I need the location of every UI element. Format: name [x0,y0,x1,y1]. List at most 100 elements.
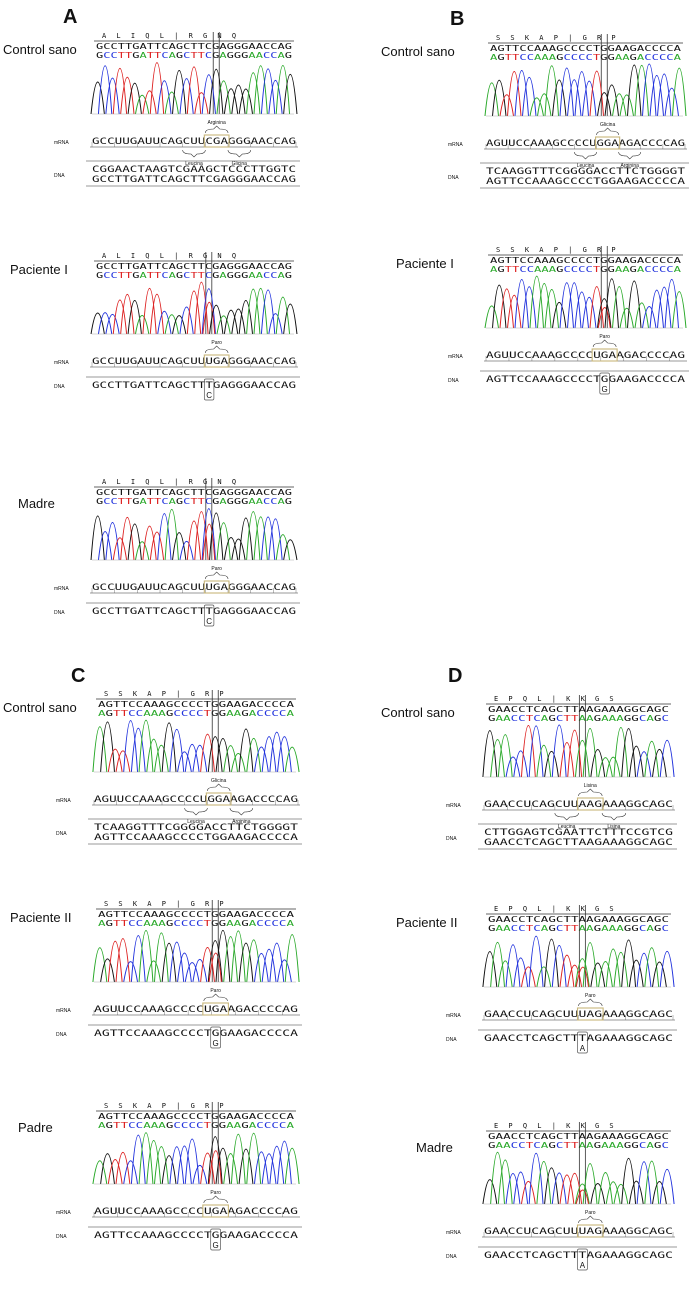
peak-A [230,930,246,983]
peak-A [134,94,150,115]
peak-T [186,520,202,561]
chromatogram [92,719,300,773]
peak-G [621,939,637,988]
peak-C [514,69,529,117]
peak-T [107,1159,123,1185]
peak-C [513,1171,529,1205]
codon-annotation-below: Arginina [621,163,640,169]
peak-C [636,1161,652,1205]
sample-label: Paciente I [396,256,454,271]
peak-A [92,947,108,983]
peak-T [112,67,128,115]
dna-label: DNA [54,384,65,390]
peak-T [200,733,215,773]
peak-G [209,304,224,335]
codon-annotation: Glicina [600,122,616,128]
peak-A [153,745,169,773]
peak-G [482,951,498,988]
peak-C [261,1153,277,1185]
peak-A [92,1160,108,1185]
peak-C [169,1146,185,1185]
peak-C [551,724,567,778]
peak-T [520,966,536,988]
chromatogram [482,935,675,988]
dna-sequence-1: CGGAACTAAGTCGAAGCTCCCTTGGTC [92,165,296,175]
dna-sequence-1: GAACCTCAGCTTTAGAAAGGCAGC [484,1034,673,1044]
codon-annotation-below: Arginina [232,819,251,825]
codon-annotation: Glicina [211,778,227,784]
peak-G [127,300,142,335]
codon-box [205,792,232,806]
codon-annotation: Paro [585,1210,596,1216]
peak-T [559,954,575,988]
panel-letter-d: D [448,665,463,687]
peak-C [277,959,292,983]
peak-G [209,68,224,115]
amino-acid-row: A L I Q L | R G N Q [102,252,239,260]
peak-C [528,935,544,988]
peak-T [194,92,209,115]
peak-mutant [575,966,590,988]
codon-brace [578,998,603,1007]
peak-G [597,92,612,117]
peak-G [621,728,637,778]
peak-G [627,64,642,117]
peak-G [223,88,239,115]
peak-G [215,929,231,983]
peak-A [230,1133,246,1185]
peak-T [200,1152,215,1185]
peak-G [238,728,254,773]
peak-C [636,751,652,778]
sequence-figure: E P Q L | K K G S G A A C C T C A G C T T A A G A A A G G C A G… [446,695,677,850]
peak-G [127,523,142,561]
peak-C [130,935,146,983]
peak-G [597,298,612,329]
dna-sequence-2: AGTTCCAAAGCCCCTGGAAGACCCCA [486,177,685,187]
amino-acid-row: S S K A P | G R P [496,34,619,42]
peak-A [153,1146,169,1185]
codon-box [203,580,230,594]
peak-A [216,315,231,335]
peak-G [100,958,115,983]
peak-C [97,312,113,335]
peak-C [179,78,194,115]
peak-A [634,302,649,329]
peak-T [142,90,157,115]
peak-C [513,957,529,988]
mutation-box [210,1026,221,1049]
peak-C [260,68,276,115]
peak-G [652,749,667,778]
peak-A [605,756,621,778]
peak-A [582,727,598,778]
peak-A [529,97,544,117]
peak-C [253,952,269,983]
peak-C [551,1172,567,1205]
peak-G [590,962,606,988]
sequence-figure: A L I Q L | R G N Q G C C T T G A T T C A G C T T C G A G G G… [54,252,300,401]
codon-brace-below [184,807,208,816]
peak-A [216,80,231,115]
peak-G [544,1167,559,1205]
peak-C [261,948,277,983]
peak-A [598,757,613,778]
dna-sequence-1: AGTTCCAAAGCCCCTGGAAGACCCCA [94,1029,298,1039]
peak-C [513,750,529,778]
peak-A [574,740,590,778]
amino-acid-row: E P Q L | K K G S [494,1122,617,1130]
sample-label: Padre [18,1120,53,1135]
codon-brace [207,783,231,792]
reference-base: G [212,1039,218,1048]
mrna-label: mRNA [56,798,71,804]
codon-brace [592,339,617,348]
peak-A [536,1161,552,1205]
peak-G [207,1136,223,1185]
dna-sequence-1: GAACCTCAGCTTTAGAAAGGCAGC [484,1251,673,1261]
peak-T [186,66,202,115]
peak-G [238,517,254,561]
